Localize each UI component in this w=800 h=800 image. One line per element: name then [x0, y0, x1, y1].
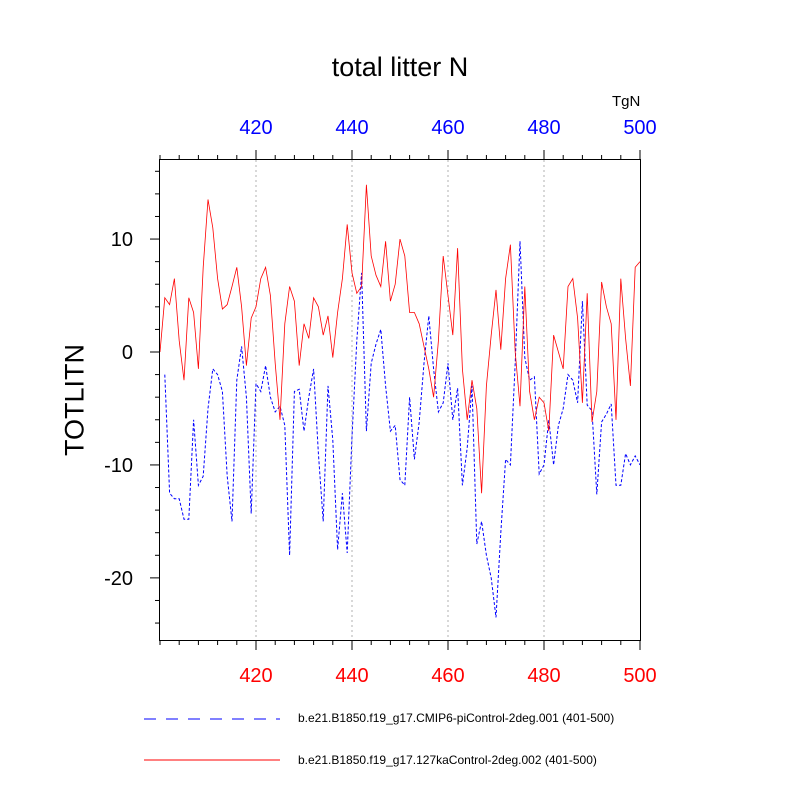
grid-lines [255, 160, 545, 640]
x-tick-label-top-440: 440 [335, 117, 368, 139]
y-axis-label: TOTLITN [59, 343, 90, 457]
y-tick-label--20: -20 [104, 568, 133, 590]
x-tick-label-top-420: 420 [239, 117, 272, 139]
plot-frame [159, 159, 641, 641]
x-tick-label-top-500: 500 [623, 117, 656, 139]
units-label: TgN [612, 93, 641, 110]
axis-ticks [150, 150, 641, 650]
tick-labels: 420 420 440 440 460 460 480 480 500 500 -20 -10 0 10 [104, 117, 657, 687]
chart-title: total litter N [331, 52, 469, 82]
series-lines [159, 184, 641, 618]
x-tick-label-top-460: 460 [431, 117, 464, 139]
x-tick-label-bottom-440: 440 [335, 665, 368, 687]
x-tick-label-top-480: 480 [527, 117, 560, 139]
y-tick-label-0: 0 [122, 342, 133, 364]
x-tick-label-bottom-500: 500 [623, 665, 656, 687]
legend [144, 718, 280, 761]
y-tick-label-10: 10 [111, 229, 133, 251]
legend-label-piControl: b.e21.B1850.f19_g17.CMIP6-piControl-2deg… [298, 711, 615, 725]
x-tick-label-bottom-460: 460 [431, 665, 464, 687]
y-tick-label--10: -10 [104, 455, 133, 477]
x-tick-label-bottom-420: 420 [239, 665, 272, 687]
legend-label-127kaControl: b.e21.B1850.f19_g17.127kaControl-2deg.00… [298, 753, 597, 767]
series-line-piControl [164, 241, 641, 618]
x-tick-label-bottom-480: 480 [527, 665, 560, 687]
series-line-127kaControl [159, 184, 641, 494]
